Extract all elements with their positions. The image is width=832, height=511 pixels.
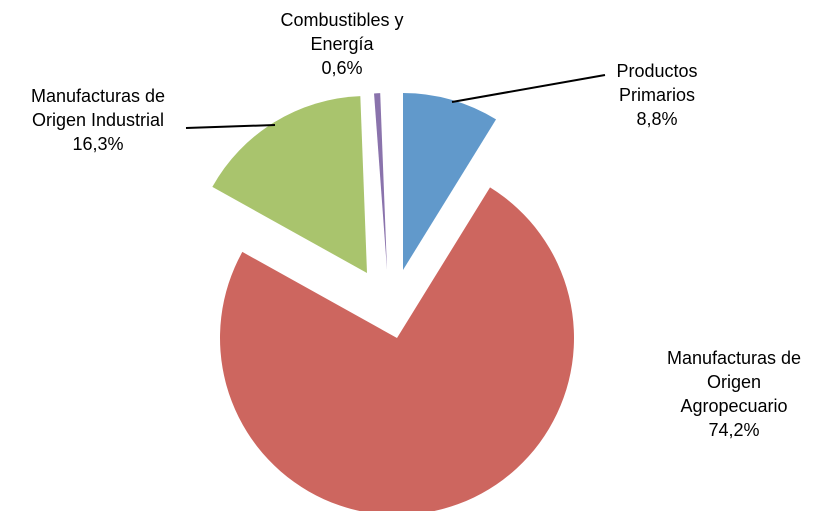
slice-value-label: 74,2% xyxy=(708,420,759,440)
slice-name-label: Origen xyxy=(707,372,761,392)
slice-labels: Productos Primarios 8,8% Manufacturas de Ori… xyxy=(31,10,801,440)
pie-slice-productos-primarios xyxy=(403,93,497,270)
slice-name-label: Manufacturas de xyxy=(31,86,165,106)
slice-value-label: 16,3% xyxy=(72,134,123,154)
slice-label: Productos Primarios 8,8% xyxy=(616,61,697,129)
slice-label: Manufacturas de Origen Industrial 16,3% xyxy=(31,86,165,154)
leader-line xyxy=(451,74,606,103)
slice-label: Manufacturas de Origen Agropecuario 74,2% xyxy=(667,348,801,440)
slice-name-label: Agropecuario xyxy=(680,396,787,416)
pie-slice-combustibles-y-energ-a xyxy=(374,93,387,270)
slice-name-label: Origen Industrial xyxy=(32,110,164,130)
slice-label: Combustibles y Energía 0,6% xyxy=(280,10,403,78)
slice-name-label: Combustibles y xyxy=(280,10,403,30)
slice-value-label: 0,6% xyxy=(321,58,362,78)
slice-name-label: Primarios xyxy=(619,85,695,105)
leader-line xyxy=(185,124,276,129)
slice-name-label: Energía xyxy=(310,34,374,54)
pie-slices xyxy=(212,93,574,511)
pie-slice-manufacturas-de-origen-industrial xyxy=(212,96,367,274)
slice-name-label: Manufacturas de xyxy=(667,348,801,368)
pie-slice-manufacturas-de-origen-agropecuario xyxy=(220,187,574,511)
slice-name-label: Productos xyxy=(616,61,697,81)
leader-lines xyxy=(185,74,606,129)
slice-value-label: 8,8% xyxy=(636,109,677,129)
